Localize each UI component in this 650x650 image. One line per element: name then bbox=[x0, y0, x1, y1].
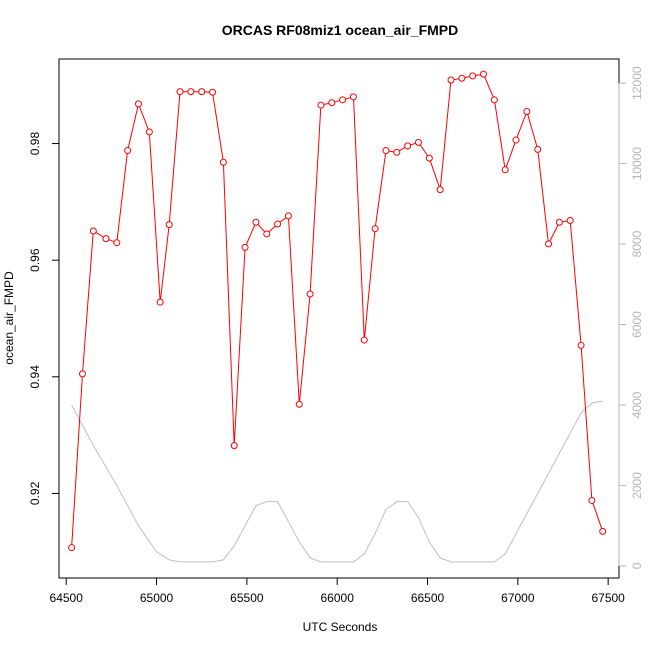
data-point bbox=[198, 88, 206, 96]
x-tick-label: 66500 bbox=[411, 591, 445, 605]
x-tick-label: 66000 bbox=[321, 591, 355, 605]
data-point bbox=[317, 101, 325, 109]
data-point bbox=[425, 154, 433, 162]
data-point bbox=[555, 218, 563, 226]
data-point bbox=[274, 220, 282, 228]
data-point bbox=[165, 221, 173, 229]
data-point bbox=[113, 239, 121, 247]
y2-axis: 0 2000 4000 6000 8000 10000 12000 bbox=[618, 66, 644, 569]
y2-tick-label: 8000 bbox=[630, 230, 644, 257]
x-tick-label: 65000 bbox=[140, 591, 174, 605]
data-point bbox=[371, 225, 379, 233]
data-point bbox=[263, 230, 271, 238]
primary-series-line bbox=[71, 73, 604, 548]
data-point bbox=[230, 442, 238, 450]
data-point bbox=[68, 544, 76, 552]
data-point bbox=[124, 147, 132, 155]
y-tick-label: 0.94 bbox=[28, 365, 42, 389]
x-axis: 64500 65000 65500 66000 66500 67000 67500 bbox=[50, 577, 625, 605]
y2-tick-label: 12000 bbox=[630, 66, 644, 100]
data-point bbox=[339, 96, 347, 104]
data-point bbox=[404, 142, 412, 150]
data-point bbox=[219, 158, 227, 166]
secondary-series-line bbox=[71, 400, 603, 563]
data-point bbox=[393, 148, 401, 156]
data-point bbox=[480, 70, 488, 78]
x-tick-label: 64500 bbox=[50, 591, 84, 605]
series-layer bbox=[68, 70, 607, 563]
data-point bbox=[382, 147, 390, 155]
y-axis: 0.92 0.94 0.96 0.98 bbox=[28, 132, 60, 505]
plot-frame bbox=[58, 58, 620, 579]
data-point bbox=[284, 212, 292, 220]
data-point bbox=[436, 186, 444, 194]
chart-title: ORCAS RF08miz1 ocean_air_FMPD bbox=[222, 22, 459, 38]
data-point bbox=[360, 336, 368, 344]
data-point bbox=[295, 400, 303, 408]
data-point bbox=[241, 243, 249, 251]
data-point bbox=[458, 74, 466, 82]
data-point bbox=[534, 145, 542, 153]
x-tick-label: 67000 bbox=[501, 591, 535, 605]
data-point bbox=[209, 88, 217, 96]
data-point bbox=[501, 166, 509, 174]
x-axis-label: UTC Seconds bbox=[303, 620, 378, 634]
data-point bbox=[187, 88, 195, 96]
y2-tick-label: 6000 bbox=[630, 311, 644, 338]
y-tick-label: 0.92 bbox=[28, 481, 42, 505]
data-point bbox=[545, 240, 553, 248]
data-point bbox=[89, 227, 97, 235]
data-point bbox=[414, 138, 422, 146]
y2-tick-label: 10000 bbox=[630, 147, 644, 181]
data-point bbox=[176, 88, 184, 96]
data-point bbox=[349, 93, 357, 101]
data-point bbox=[512, 136, 520, 144]
y2-tick-label: 0 bbox=[630, 562, 644, 569]
data-point bbox=[588, 496, 596, 504]
data-point bbox=[599, 527, 607, 535]
data-point bbox=[134, 100, 142, 108]
data-point bbox=[145, 128, 153, 136]
y-tick-label: 0.98 bbox=[28, 132, 42, 156]
y2-tick-label: 2000 bbox=[630, 472, 644, 499]
data-point bbox=[566, 217, 574, 225]
data-point bbox=[447, 76, 455, 84]
data-point bbox=[156, 298, 164, 306]
data-point bbox=[306, 290, 314, 298]
data-point bbox=[102, 235, 110, 243]
x-tick-label: 65500 bbox=[230, 591, 264, 605]
data-point bbox=[78, 370, 86, 378]
y2-tick-label: 4000 bbox=[630, 391, 644, 418]
data-point bbox=[577, 341, 585, 349]
data-point bbox=[490, 96, 498, 104]
y-tick-label: 0.96 bbox=[28, 248, 42, 272]
data-point bbox=[469, 72, 477, 80]
x-tick-label: 67500 bbox=[591, 591, 625, 605]
data-point bbox=[328, 99, 336, 107]
y-axis-label: ocean_air_FMPD bbox=[2, 271, 16, 365]
data-point bbox=[252, 218, 260, 226]
data-point bbox=[523, 107, 531, 115]
